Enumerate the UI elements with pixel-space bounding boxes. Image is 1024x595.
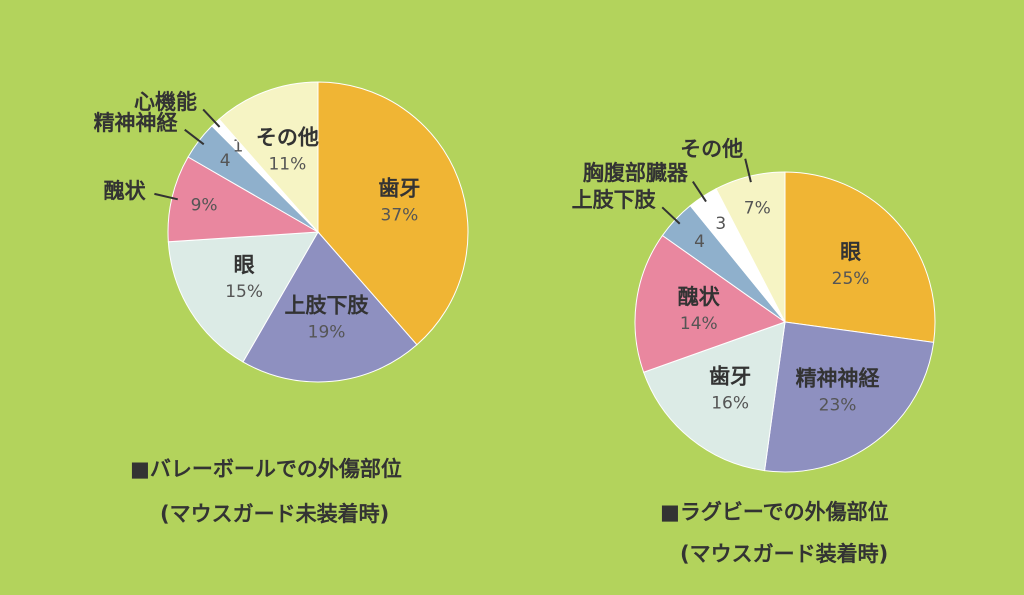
slice-label: 歯牙 [709,364,751,388]
pie-slice [242,231,418,383]
leader-line [661,206,681,225]
slice-label: その他 [256,126,319,150]
pie-slice [764,321,935,473]
leader-line [154,192,178,201]
value-label: 3 [715,214,726,234]
value-label: 4 [220,151,231,171]
leader-line [692,180,707,203]
slice-label: 上肢下肢 [285,294,370,318]
value-label: 16% [711,393,749,413]
slice-label: 精神神経 [796,366,881,390]
slice-label: 眼 [840,240,861,264]
pie-slice [167,231,319,363]
slice-label: 醜状 [104,179,147,203]
value-label: 19% [308,323,346,343]
pie-slice [317,81,469,346]
pie-slice [784,171,936,343]
leader-line [184,128,205,146]
value-label: 25% [832,269,870,289]
leader-line [744,158,752,183]
value-label: 4 [694,232,705,252]
value-label: 37% [381,205,419,225]
chart-subtitle: (マウスガード未装着時) [160,502,389,526]
chart-subtitle: (マウスガード装着時) [680,542,888,566]
value-label: 11% [268,155,306,175]
slice-label: 心機能 [134,90,197,114]
value-label: 1 [233,137,244,157]
slice-label: 歯牙 [378,176,420,200]
slice-label: 醜状 [678,285,721,309]
pie-slice [643,321,786,472]
slice-label: 精神神経 [94,111,179,135]
value-label: 7% [744,198,771,218]
value-label: 9% [191,195,218,215]
chart-title: ■ラグビーでの外傷部位 [660,500,889,524]
chart-title: ■バレーボールでの外傷部位 [130,457,402,481]
value-label: 14% [680,314,718,334]
slice-label: 胸腹部臓器 [583,161,689,185]
pie-slice [634,234,787,373]
slice-label: 眼 [234,253,255,277]
slice-label: 上肢下肢 [572,188,657,212]
pie-slice [218,81,319,234]
slice-label: その他 [680,137,743,161]
value-label: 15% [225,282,263,302]
value-label: 23% [819,395,857,415]
leader-line [202,108,221,128]
